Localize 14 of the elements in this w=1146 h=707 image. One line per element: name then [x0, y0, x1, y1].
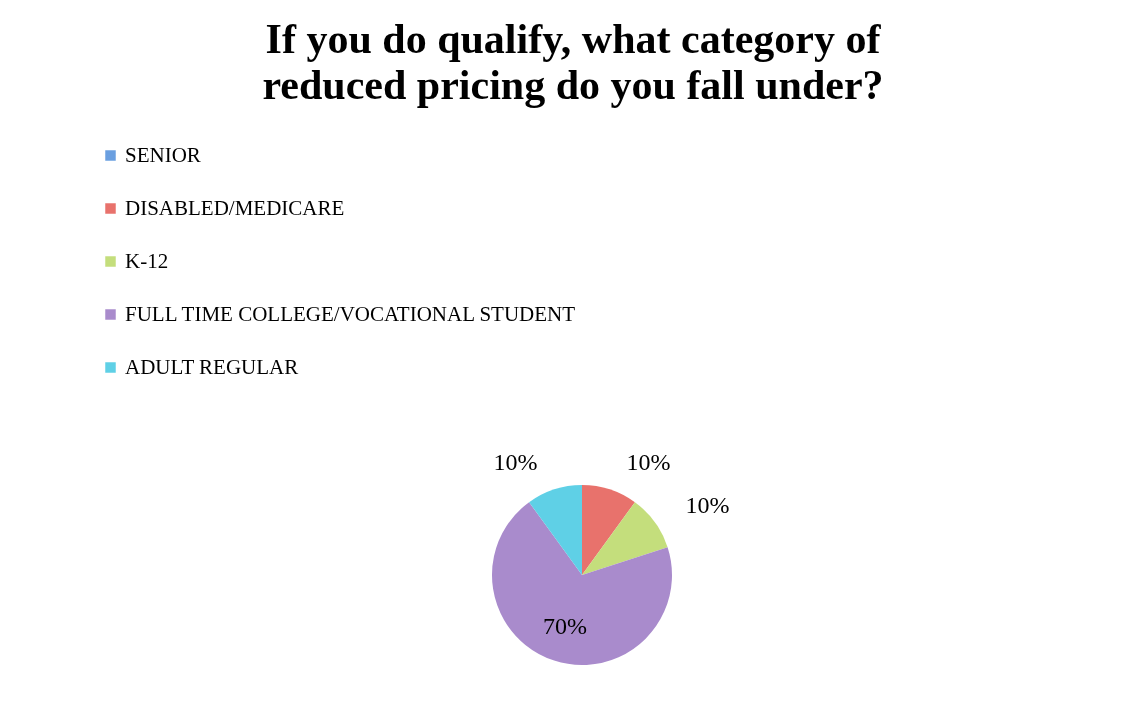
data-label: 70% — [543, 613, 587, 640]
legend-label: FULL TIME COLLEGE/VOCATIONAL STUDENT — [125, 301, 576, 326]
data-label: 10% — [685, 491, 730, 518]
legend-label: DISABLED/MEDICARE — [125, 195, 345, 220]
pie-slice — [582, 485, 635, 575]
chart-title: If you do qualify, what category of reduced pricing do you fall under? — [262, 16, 884, 108]
pie-slice — [529, 485, 582, 575]
pie-slice — [492, 502, 672, 665]
pie-slice — [582, 502, 668, 575]
legend-label: K-12 — [125, 248, 169, 273]
data-label: 10% — [626, 448, 671, 475]
legend-label: ADULT REGULAR — [125, 354, 299, 379]
legend-label: SENIOR — [125, 142, 201, 167]
data-label: 10% — [493, 448, 538, 475]
